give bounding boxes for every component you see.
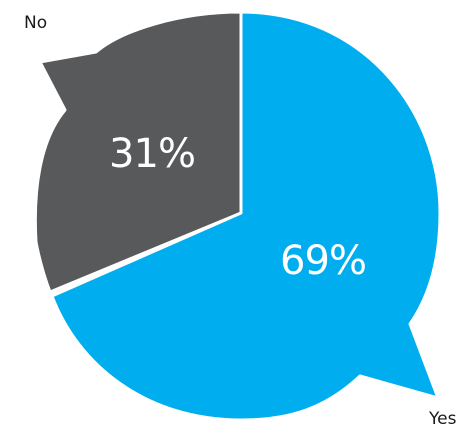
slice-no-category-label: No <box>24 13 47 33</box>
pie-slice-no <box>33 10 243 294</box>
slice-no-percent-label: 31% <box>109 131 195 177</box>
slice-yes-percent-label: 69% <box>280 238 366 284</box>
slice-yes-category-label: Yes <box>428 409 457 429</box>
pie-slice-yes <box>50 10 442 422</box>
